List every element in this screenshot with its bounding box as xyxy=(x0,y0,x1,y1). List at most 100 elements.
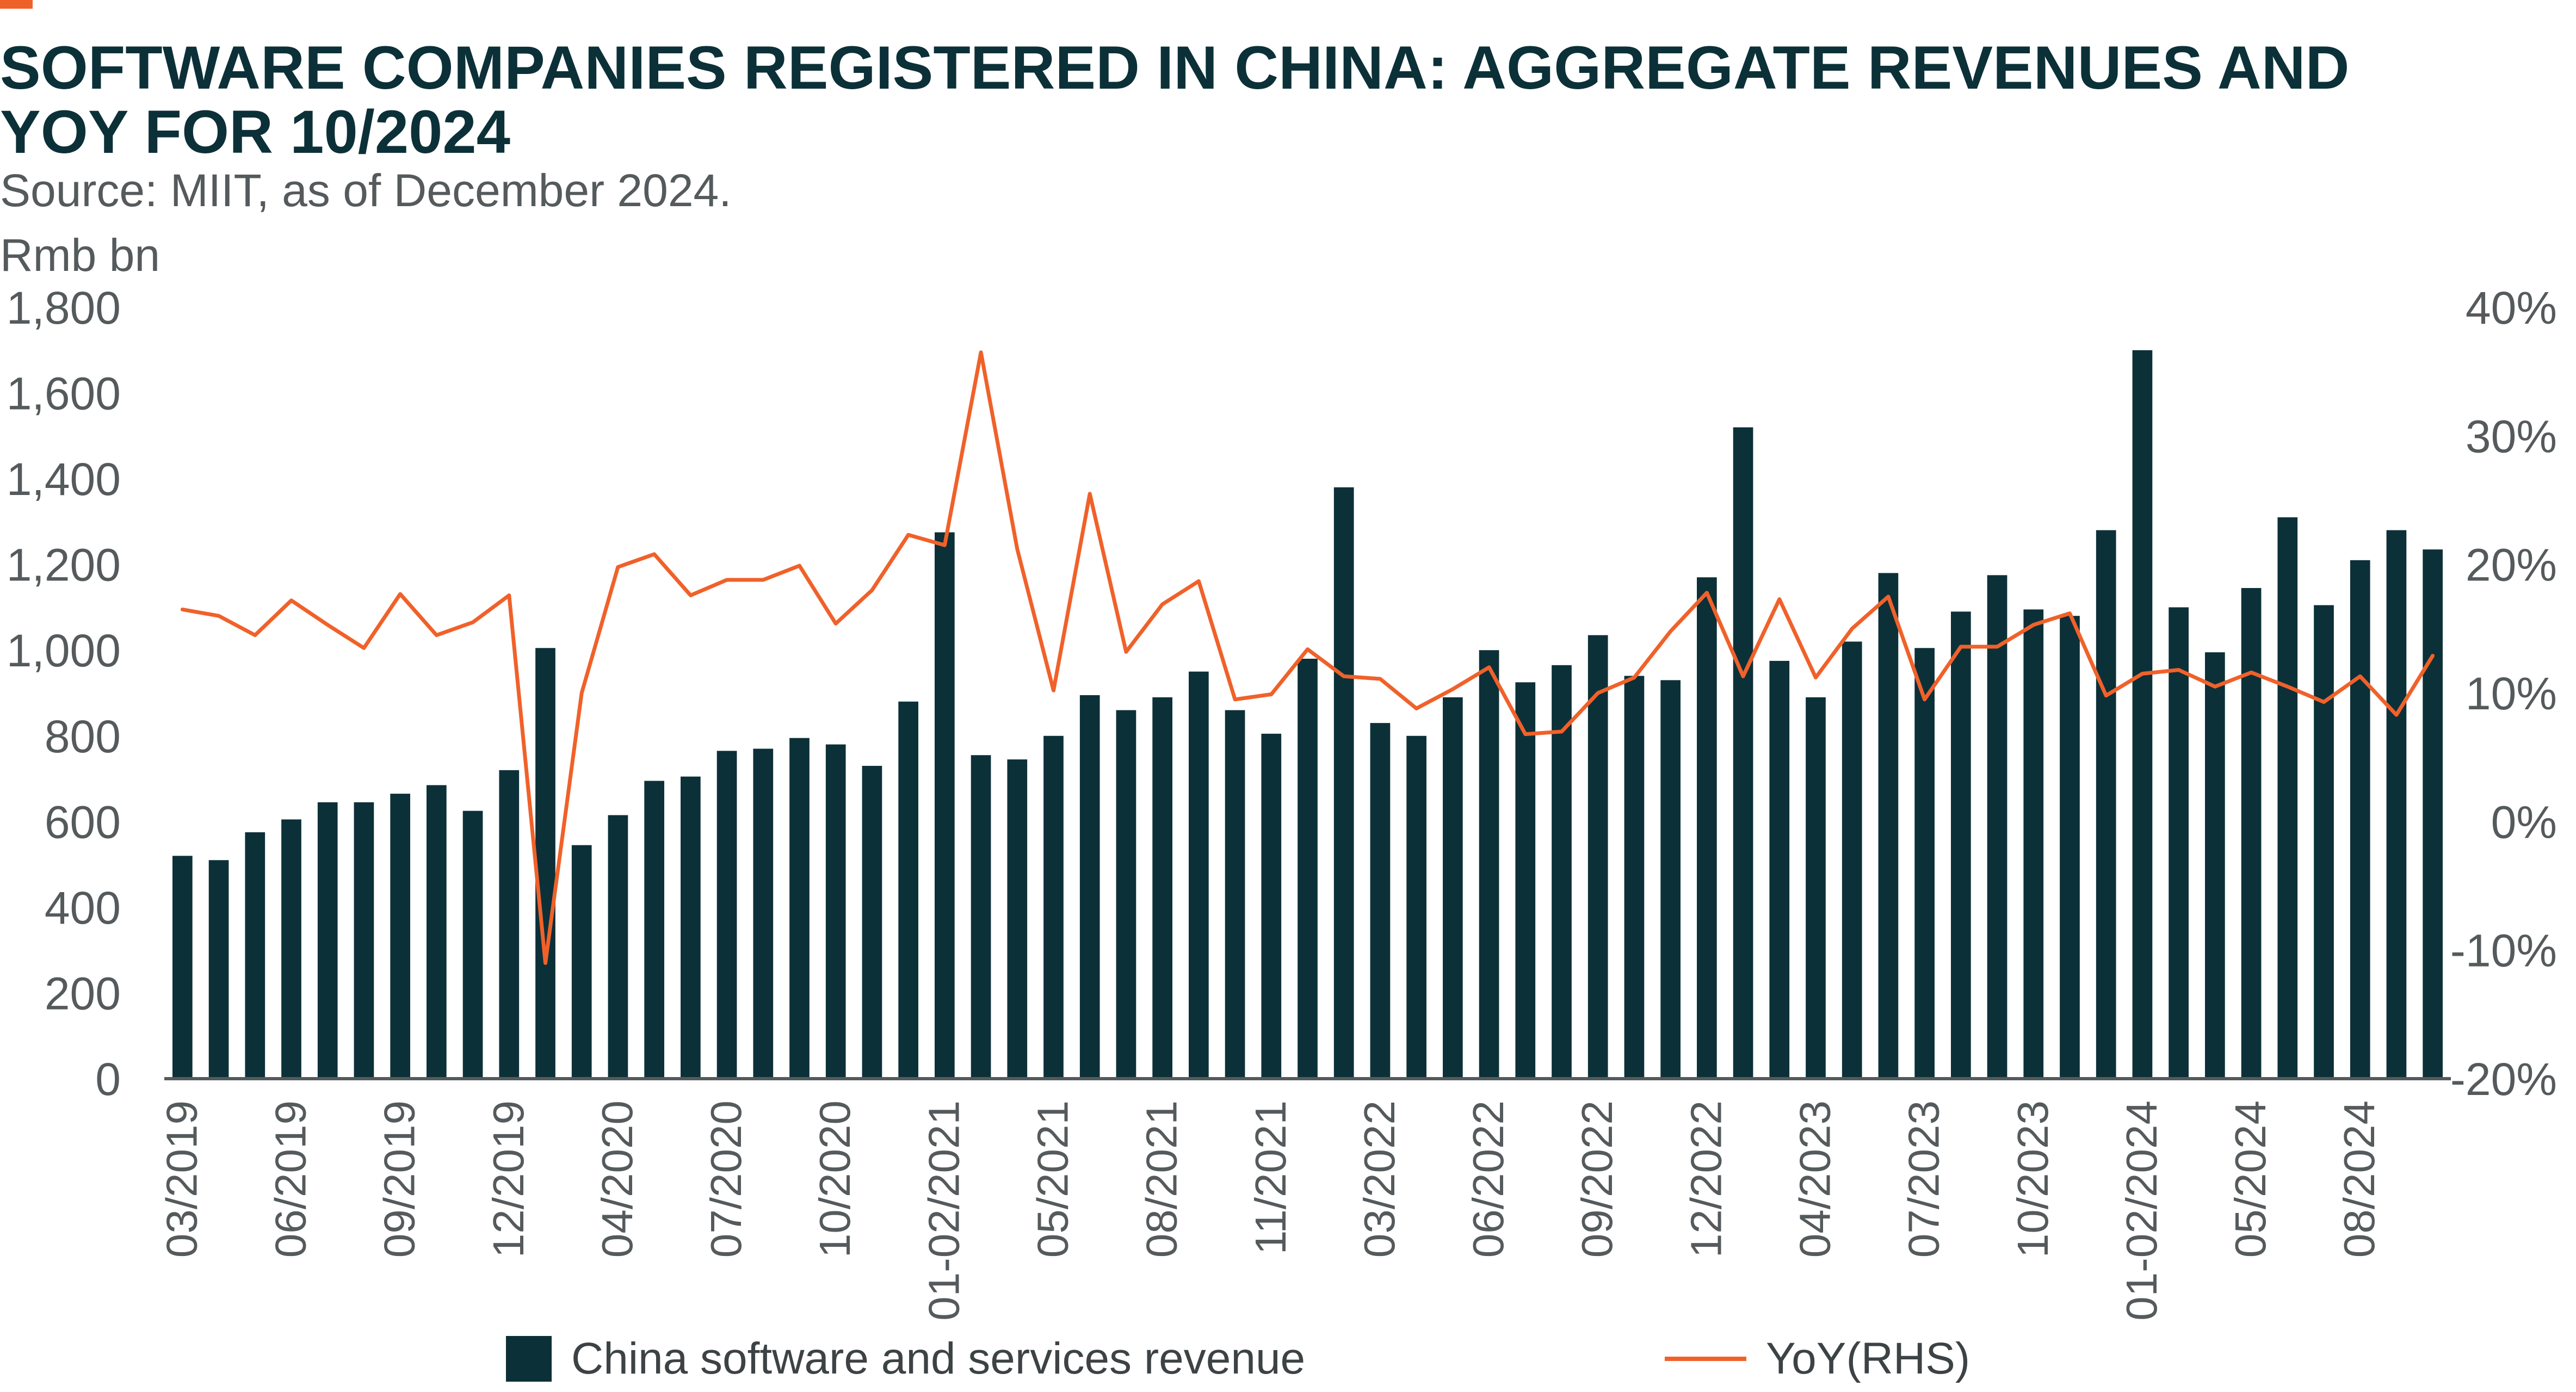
bar xyxy=(1333,487,1354,1079)
bar xyxy=(1152,697,1172,1079)
y-tick-label: 1,000 xyxy=(7,625,121,676)
left-y-axis: 0 200 400 600 800 1,000 1,200 1,400 1,600 1,800 xyxy=(7,282,121,1105)
x-tick-label: 08/2024 xyxy=(2335,1100,2383,1258)
bar xyxy=(1406,735,1426,1079)
bar xyxy=(2423,549,2443,1079)
bar xyxy=(681,776,701,1079)
bar xyxy=(2023,609,2044,1079)
bar xyxy=(1878,573,1899,1079)
legend-line-item: YoY(RHS) xyxy=(1665,1332,1970,1386)
x-tick-label: 01-02/2021 xyxy=(919,1100,968,1321)
bar xyxy=(2386,530,2407,1079)
bar xyxy=(1479,650,1499,1079)
bar xyxy=(317,802,338,1079)
y2-tick-label: 10% xyxy=(2466,668,2557,719)
y-tick-label: 800 xyxy=(45,711,121,762)
y-tick-label: 600 xyxy=(45,796,121,847)
bar xyxy=(1697,577,1717,1079)
y-tick-label: 400 xyxy=(45,882,121,933)
bar xyxy=(1914,648,1935,1079)
y-tick-label: 200 xyxy=(45,968,121,1019)
bar xyxy=(1552,665,1572,1079)
bar xyxy=(245,832,265,1079)
bar xyxy=(1261,733,1282,1079)
y-tick-label: 1,800 xyxy=(7,282,121,333)
bar xyxy=(1733,427,1753,1079)
bar xyxy=(499,770,520,1079)
bar xyxy=(1443,697,1463,1079)
x-axis: 03/2019 06/2019 09/2019 12/2019 04/2020 07/20… xyxy=(157,1100,2383,1321)
x-tick-label: 04/2020 xyxy=(593,1100,641,1258)
legend-bar-label: China software and services revenue xyxy=(571,1334,1306,1383)
bar xyxy=(281,819,301,1079)
bar xyxy=(2169,607,2189,1079)
bar xyxy=(2350,560,2370,1079)
bar xyxy=(427,785,447,1079)
legend-bar-item: China software and services revenue xyxy=(506,1332,1305,1386)
y2-tick-label: 40% xyxy=(2466,282,2557,333)
bar xyxy=(1660,680,1681,1079)
bar xyxy=(354,802,374,1079)
chart-subtitle: Source: MIIT, as of December 2024. xyxy=(0,165,732,216)
bar xyxy=(789,738,810,1079)
y-tick-label: 1,600 xyxy=(7,368,121,419)
x-tick-label: 01-02/2024 xyxy=(2117,1100,2166,1321)
bar-series xyxy=(172,350,2443,1079)
bar xyxy=(1624,676,1645,1079)
x-tick-label: 07/2020 xyxy=(702,1100,750,1258)
bar xyxy=(1951,611,1971,1079)
y2-tick-label: 30% xyxy=(2466,411,2557,462)
bar xyxy=(1298,658,1318,1079)
x-tick-label: 06/2019 xyxy=(267,1100,315,1258)
x-tick-label: 10/2023 xyxy=(2009,1100,2057,1258)
bar xyxy=(208,860,229,1079)
x-tick-label: 03/2019 xyxy=(157,1100,206,1258)
yoy-line xyxy=(180,350,2435,965)
yoy-line-series xyxy=(180,350,2435,965)
bar xyxy=(1370,723,1391,1079)
bar xyxy=(608,815,628,1079)
bar xyxy=(935,532,955,1079)
bar xyxy=(1842,641,1862,1079)
bar xyxy=(2060,616,2080,1079)
bar xyxy=(1515,682,1536,1079)
x-tick-label: 12/2022 xyxy=(1682,1100,1730,1258)
x-tick-label: 05/2024 xyxy=(2226,1100,2275,1258)
bar xyxy=(1769,660,1790,1079)
x-tick-label: 05/2021 xyxy=(1029,1100,1077,1258)
bar xyxy=(898,701,918,1079)
x-tick-label: 08/2021 xyxy=(1138,1100,1186,1258)
bar xyxy=(1587,635,1608,1079)
chart-title: SOFTWARE COMPANIES REGISTERED IN CHINA: … xyxy=(0,34,2350,166)
legend-line-label: YoY(RHS) xyxy=(1766,1334,1970,1383)
x-tick-label: 10/2020 xyxy=(811,1100,859,1258)
bar xyxy=(2205,652,2225,1079)
y2-tick-label: 0% xyxy=(2491,796,2557,847)
bar xyxy=(1225,710,1245,1079)
bar xyxy=(2132,350,2153,1079)
bar xyxy=(535,648,555,1079)
x-tick-label: 12/2019 xyxy=(484,1100,533,1258)
bar xyxy=(2096,530,2116,1079)
bar xyxy=(2241,587,2262,1079)
accent-mark xyxy=(0,0,33,9)
legend-bar-swatch xyxy=(506,1336,552,1382)
x-tick-label: 09/2019 xyxy=(375,1100,424,1258)
bar xyxy=(2314,605,2334,1079)
y2-tick-label: -10% xyxy=(2450,925,2557,976)
x-tick-label: 04/2023 xyxy=(1791,1100,1839,1258)
legend-line-swatch xyxy=(1665,1357,1746,1361)
bar xyxy=(172,856,193,1079)
bar xyxy=(753,748,774,1079)
bar xyxy=(1043,735,1064,1079)
y2-tick-label: 20% xyxy=(2466,540,2557,591)
bar xyxy=(825,744,846,1079)
bar xyxy=(571,845,592,1079)
x-tick-label: 09/2022 xyxy=(1573,1100,1621,1258)
bar xyxy=(1189,671,1209,1079)
bar xyxy=(716,751,737,1079)
bar xyxy=(1987,575,2007,1079)
bar xyxy=(1806,697,1826,1079)
x-tick-label: 03/2022 xyxy=(1355,1100,1404,1258)
